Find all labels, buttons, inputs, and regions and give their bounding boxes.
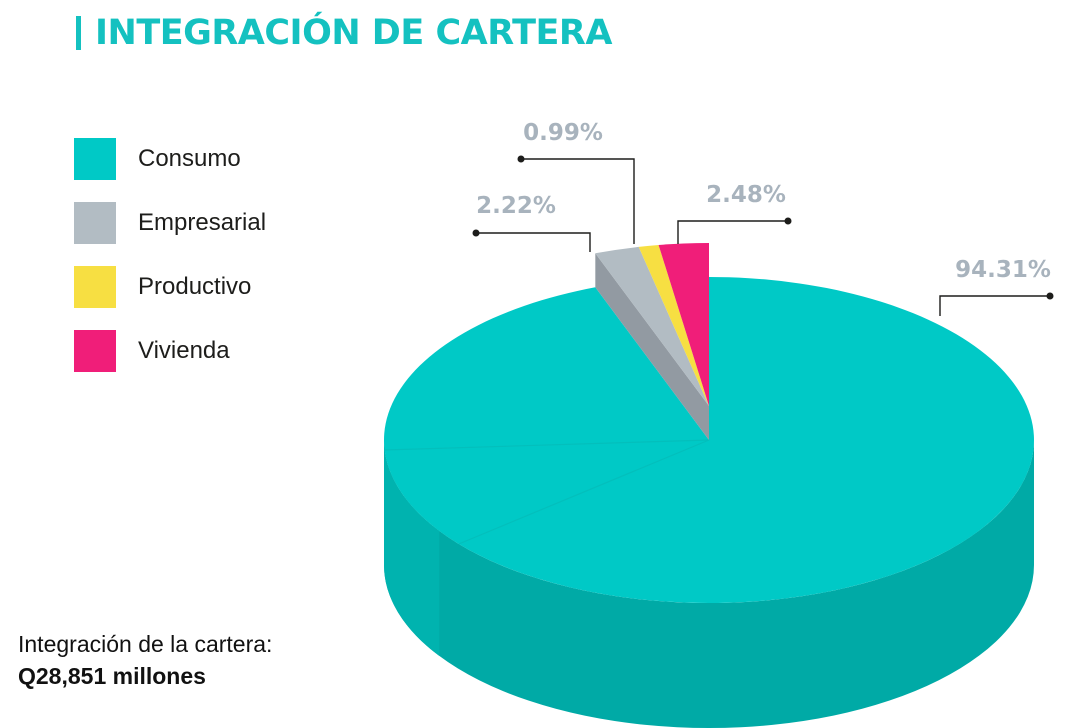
- leader-line-consumo: [939, 295, 1050, 316]
- value-label-consumo: 94.31%: [955, 257, 1051, 283]
- slice-top-empresarial: [595, 246, 709, 406]
- legend-label-empresarial: Empresarial: [138, 209, 267, 236]
- slice-side-consumo-facet: [384, 440, 440, 656]
- total-label: Integración de la cartera:: [18, 631, 273, 657]
- slice-top-vivienda: [658, 243, 709, 406]
- page-title: INTEGRACIÓN DE CARTERA: [76, 8, 612, 58]
- legend-item-empresarial: Empresarial: [74, 202, 266, 244]
- value-label-empresarial: 2.22%: [476, 193, 556, 219]
- slice-top-productivo: [638, 245, 709, 406]
- value-label-productivo: 0.99%: [523, 120, 603, 146]
- leader-line-empresarial: [476, 232, 591, 252]
- leader-dot-consumo: [1046, 292, 1054, 300]
- legend-label-consumo: Consumo: [138, 145, 241, 172]
- leader-line-productivo: [521, 158, 635, 244]
- leader-dot-productivo: [517, 155, 525, 163]
- portfolio-total: Integración de la cartera: Q28,851 millo…: [18, 628, 272, 692]
- slice-top-consumo-facet-1: [458, 439, 710, 545]
- title-accent-bar: [76, 16, 81, 50]
- legend-item-vivienda: Vivienda: [74, 330, 266, 372]
- slice-top-consumo-facet-2: [384, 439, 710, 451]
- legend-swatch-consumo: [74, 138, 116, 180]
- leader-dot-vivienda: [784, 217, 792, 225]
- legend-swatch-empresarial: [74, 202, 116, 244]
- slice-side-consumo: [384, 440, 1034, 728]
- legend-label-productivo: Productivo: [138, 273, 252, 300]
- legend-item-consumo: Consumo: [74, 138, 266, 180]
- leader-line-vivienda: [677, 220, 788, 244]
- legend-swatch-vivienda: [74, 330, 116, 372]
- legend-label-vivienda: Vivienda: [138, 337, 230, 364]
- legend-swatch-productivo: [74, 266, 116, 308]
- slice-side-empresarial: [595, 253, 709, 440]
- total-value: Q28,851 millones: [18, 663, 206, 689]
- value-label-vivienda: 2.48%: [706, 182, 786, 208]
- title-text: INTEGRACIÓN DE CARTERA: [95, 13, 612, 53]
- leader-dot-empresarial: [472, 229, 480, 237]
- legend-item-productivo: Productivo: [74, 266, 266, 308]
- chart-legend: Consumo Empresarial Productivo Vivienda: [74, 138, 266, 394]
